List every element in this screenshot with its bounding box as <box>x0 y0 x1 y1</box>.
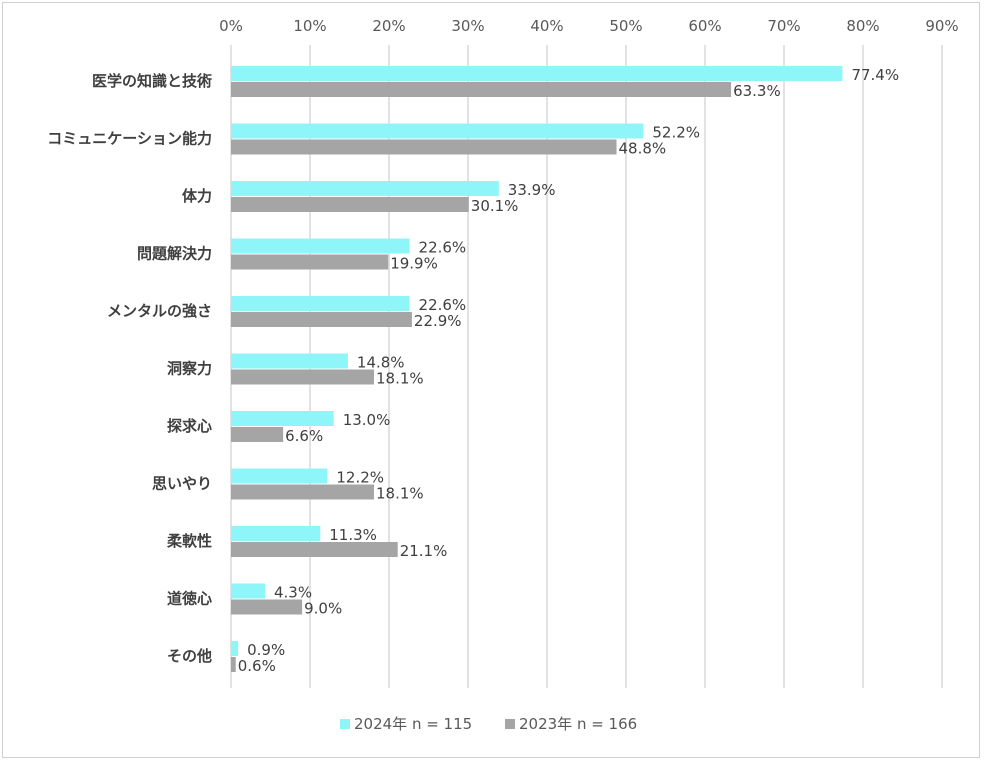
bars <box>231 66 843 672</box>
category-label: 体力 <box>182 187 212 205</box>
category-label: コミュニケーション能力 <box>47 130 212 148</box>
x-tick-label: 0% <box>219 17 243 35</box>
data-label: 63.3% <box>733 82 781 100</box>
data-label: 19.9% <box>390 255 438 273</box>
bar-series1 <box>231 181 499 196</box>
bar-series2 <box>231 542 398 557</box>
x-tick-label: 40% <box>530 17 563 35</box>
bar-series1 <box>231 238 410 254</box>
data-label: 48.8% <box>619 140 667 158</box>
data-label: 11.3% <box>329 526 377 544</box>
x-tick-label: 20% <box>372 17 405 35</box>
category-labels: 医学の知識と技術コミュニケーション能力体力問題解決力メンタルの強さ洞察力探求心思… <box>47 72 212 665</box>
x-axis-ticks: 0% 10% 20% 30% 40% 50% 60% 70% 80% 90% <box>219 17 959 35</box>
category-label: 洞察力 <box>167 360 212 378</box>
data-labels: 77.4%63.3%52.2%48.8%33.9%30.1%22.6%19.9%… <box>238 66 899 675</box>
data-label: 22.9% <box>414 312 462 330</box>
bar-series2 <box>231 484 374 500</box>
data-label: 4.3% <box>274 584 312 602</box>
x-tick-label: 70% <box>767 17 800 35</box>
data-label: 30.1% <box>471 197 519 215</box>
data-label: 77.4% <box>851 66 899 84</box>
data-label: 6.6% <box>285 427 323 445</box>
bar-series2 <box>231 312 412 327</box>
data-label: 0.6% <box>238 657 276 675</box>
legend-label: 2024年 n = 115 <box>354 715 472 733</box>
category-label: 探求心 <box>167 417 212 435</box>
x-tick-label: 10% <box>293 17 326 35</box>
bar-series1 <box>231 123 644 139</box>
legend-swatch <box>340 719 350 729</box>
data-label: 9.0% <box>304 600 342 618</box>
data-label: 18.1% <box>376 370 424 388</box>
data-label: 0.9% <box>247 641 285 659</box>
data-label: 22.6% <box>419 296 467 314</box>
x-tick-label: 90% <box>925 17 958 35</box>
bar-series2 <box>231 82 732 97</box>
data-label: 12.2% <box>336 469 384 487</box>
data-label: 52.2% <box>652 124 700 142</box>
legend-label: 2023年 n = 166 <box>519 715 637 733</box>
legend: 2024年 n = 115 2023年 n = 166 <box>340 715 637 733</box>
category-label: 柔軟性 <box>167 532 212 550</box>
category-label: その他 <box>167 647 212 665</box>
x-tick-label: 60% <box>688 17 721 35</box>
category-label: 医学の知識と技術 <box>92 72 212 90</box>
x-tick-label: 50% <box>609 17 642 35</box>
bar-series2 <box>231 197 469 212</box>
data-label: 18.1% <box>376 485 424 503</box>
bar-series1 <box>231 641 239 656</box>
bar-series1 <box>231 353 348 369</box>
bar-series1 <box>231 296 410 311</box>
bar-series1 <box>231 526 321 541</box>
data-label: 22.6% <box>419 239 467 257</box>
data-label: 21.1% <box>400 542 448 560</box>
bar-series2 <box>231 599 303 615</box>
bar-series2 <box>231 427 284 442</box>
bar-series2 <box>231 254 389 270</box>
category-label: メンタルの強さ <box>107 302 212 320</box>
bar-series1 <box>231 583 265 599</box>
data-label: 14.8% <box>357 354 405 372</box>
bar-series1 <box>231 66 843 81</box>
x-tick-label: 30% <box>451 17 484 35</box>
bar-series1 <box>231 468 328 484</box>
data-label: 33.9% <box>508 181 556 199</box>
bar-series2 <box>231 369 374 385</box>
legend-swatch <box>505 719 515 729</box>
category-label: 道徳心 <box>167 590 212 608</box>
x-tick-label: 80% <box>846 17 879 35</box>
data-label: 13.0% <box>343 411 391 429</box>
category-label: 思いやり <box>152 475 212 493</box>
bar-series1 <box>231 411 334 426</box>
bar-series2 <box>231 139 617 155</box>
category-label: 問題解決力 <box>137 245 212 263</box>
bar-series2 <box>231 657 236 672</box>
